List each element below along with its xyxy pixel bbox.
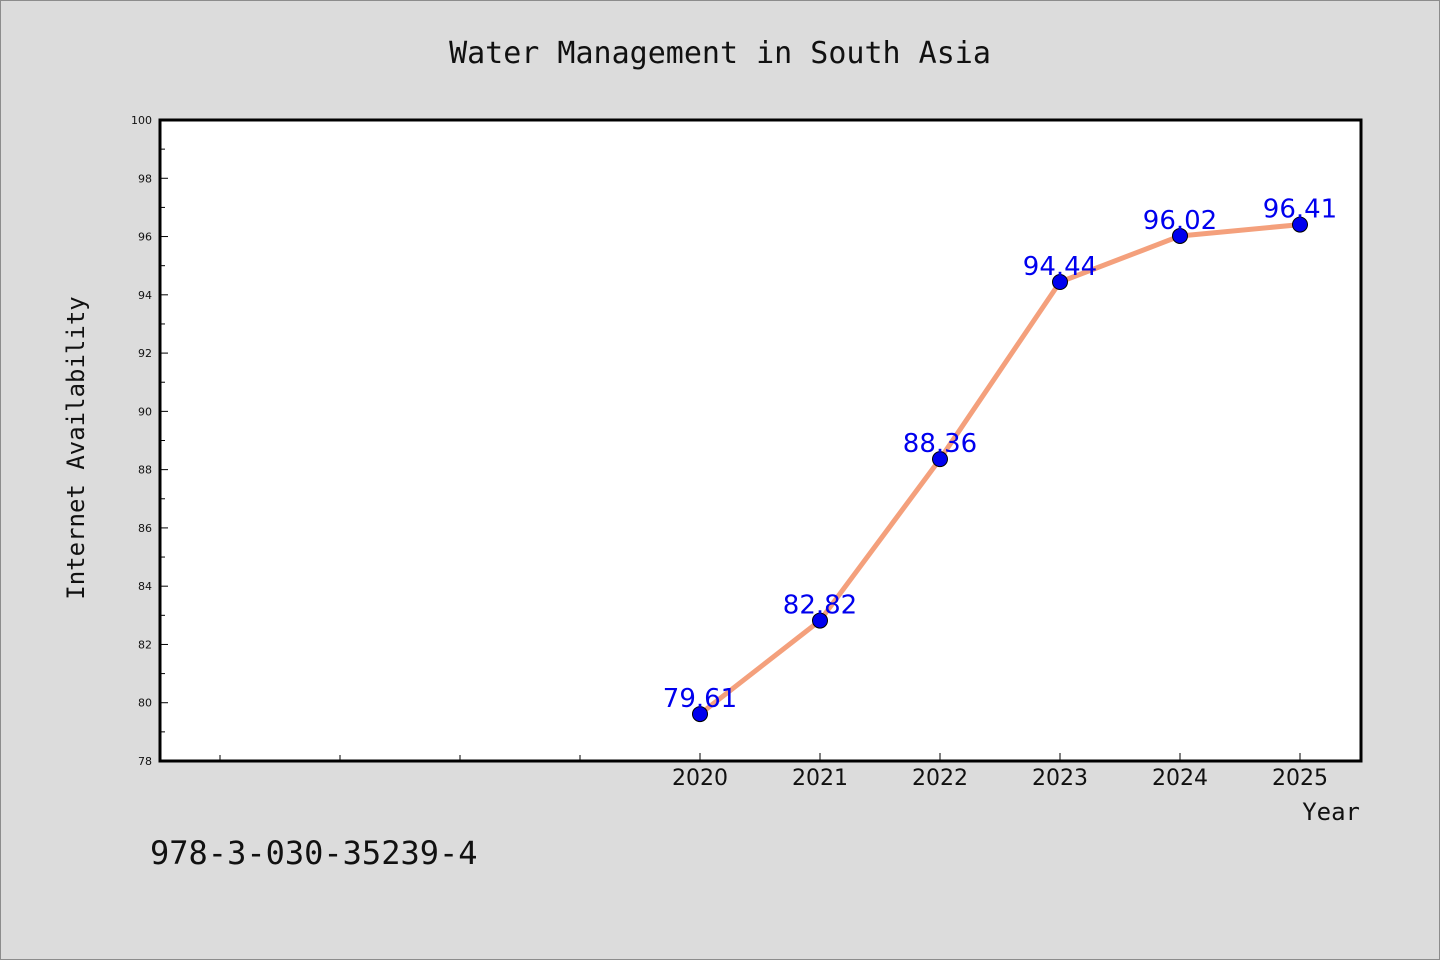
y-tick-label: 100 [131,114,152,127]
y-tick-label: 90 [138,405,152,418]
y-tick-label: 96 [138,231,152,244]
data-point-label: 96.41 [1263,195,1337,225]
data-point-marker [1052,273,1068,290]
x-tick-label: 2022 [912,766,968,791]
data-point-marker [1292,216,1308,233]
y-tick-label: 86 [138,522,152,535]
y-tick-label: 92 [138,347,152,360]
data-point-label: 94.44 [1023,252,1097,282]
y-tick-label: 94 [138,289,152,302]
x-axis-ticks: 2020 2021 2022 2023 2024 2025 [219,753,1328,791]
data-point-marker [1172,227,1188,244]
data-point-label: 82.82 [783,591,857,621]
plot-frame [158,118,1363,763]
series-markers [692,216,1308,723]
y-tick-label: 78 [138,755,152,768]
x-tick-label: 2024 [1152,766,1208,791]
y-axis-label: Internet Availability [62,296,90,599]
y-axis-ticks: 78 80 82 84 86 88 90 92 94 96 98 100 [131,114,168,768]
y-tick-label: 80 [138,697,152,710]
y-tick-label: 88 [138,464,152,477]
y-tick-label: 98 [138,172,152,185]
y-tick-label: 82 [138,638,152,651]
data-point-marker [692,706,708,723]
data-point-label: 79.61 [663,684,737,714]
data-point-label: 88.36 [903,429,977,459]
y-tick-label: 84 [138,580,152,593]
chart-title: Water Management in South Asia [449,36,991,71]
plot-area [160,120,1361,761]
data-labels: 79.61 82.82 88.36 94.44 96.02 96.41 [663,195,1337,714]
data-point-marker [932,451,948,468]
isbn-footer: 978-3-030-35239-4 [150,834,478,872]
x-tick-label: 2023 [1032,766,1088,791]
x-tick-label: 2021 [792,766,848,791]
x-tick-label: 2025 [1272,766,1328,791]
x-tick-label: 2020 [672,766,728,791]
x-axis-label: Year [1302,798,1360,826]
data-point-label: 96.02 [1143,206,1217,236]
series-line [697,222,1303,717]
data-point-marker [812,612,828,629]
